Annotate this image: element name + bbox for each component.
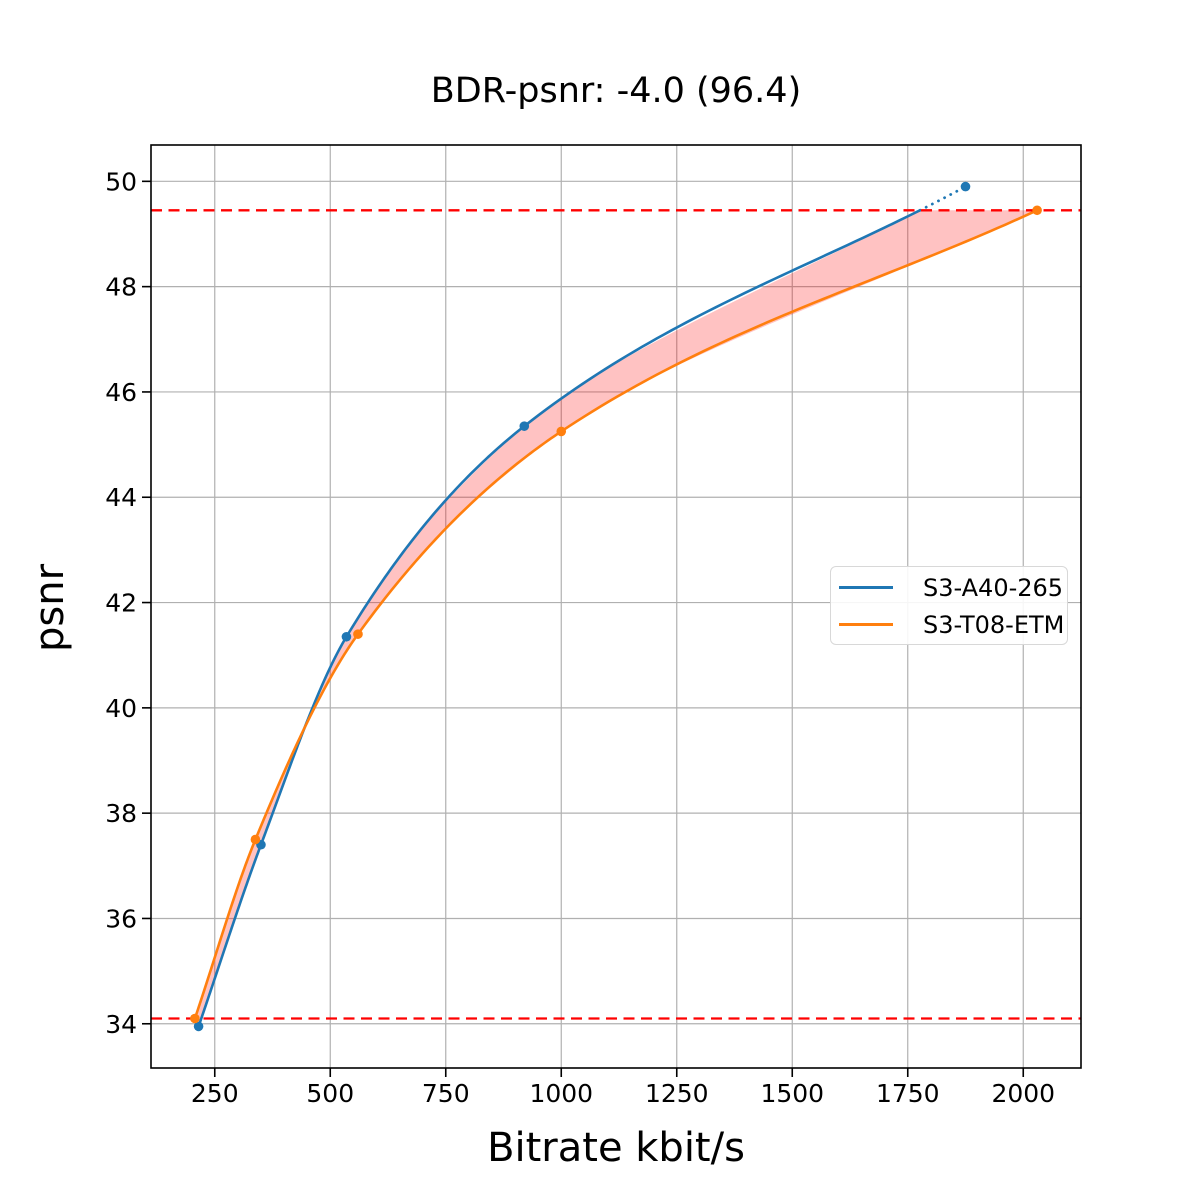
x-tick-label: 500: [306, 1079, 354, 1108]
y-tick-label: 36: [105, 904, 137, 933]
x-tick-label: 750: [422, 1079, 470, 1108]
series-line-S3-A40-265: [197, 209, 921, 1027]
data-point-S3-T08-ETM: [1032, 205, 1042, 216]
legend-label: S3-T08-ETM: [923, 610, 1065, 639]
y-tick-label: 48: [105, 273, 137, 302]
y-tick-label: 42: [105, 589, 137, 618]
data-point-S3-T08-ETM: [250, 834, 261, 845]
legend-item-s3-t08-etm: S3-T08-ETM: [839, 606, 1067, 643]
x-tick-label: 2000: [991, 1079, 1055, 1108]
bd-shaded-area: [194, 210, 1038, 1019]
x-tick-label: 1000: [529, 1079, 593, 1108]
legend-item-s3-a40-265: S3-A40-265: [839, 569, 1067, 606]
x-tick-label: 1250: [645, 1079, 709, 1108]
y-tick-label: 40: [105, 694, 137, 723]
y-tick-label: 34: [105, 1010, 137, 1039]
extrapolated-dotted-segment-S3-A40-265: [918, 185, 967, 212]
x-axis-label: Bitrate kbit/s: [487, 1125, 745, 1171]
data-point-S3-A40-265: [193, 1021, 204, 1032]
y-axis-label: psnr: [27, 563, 73, 653]
y-tick-label: 38: [105, 799, 137, 828]
data-point-S3-T08-ETM: [556, 426, 567, 437]
data-point-S3-A40-265: [341, 631, 352, 642]
y-tick-label: 44: [105, 483, 137, 512]
axes-spines: [150, 144, 1082, 1069]
legend-label: S3-A40-265: [923, 573, 1064, 602]
data-point-S3-A40-265: [519, 421, 530, 431]
legend: S3-A40-265 S3-T08-ETM: [830, 566, 1068, 645]
data-point-S3-T08-ETM: [353, 629, 363, 639]
y-tick-label: 46: [105, 378, 137, 407]
y-tick-label: 50: [105, 167, 137, 196]
chart-title: BDR-psnr: -4.0 (96.4): [430, 71, 802, 111]
x-tick-label: 250: [191, 1079, 239, 1108]
legend-line-sample-orange: [839, 623, 893, 626]
legend-line-sample-blue: [839, 586, 893, 589]
data-point-S3-T08-ETM: [190, 1013, 200, 1024]
data-point-S3-A40-265: [960, 181, 971, 192]
x-tick-label: 1750: [876, 1079, 940, 1108]
x-tick-label: 1500: [760, 1079, 824, 1108]
